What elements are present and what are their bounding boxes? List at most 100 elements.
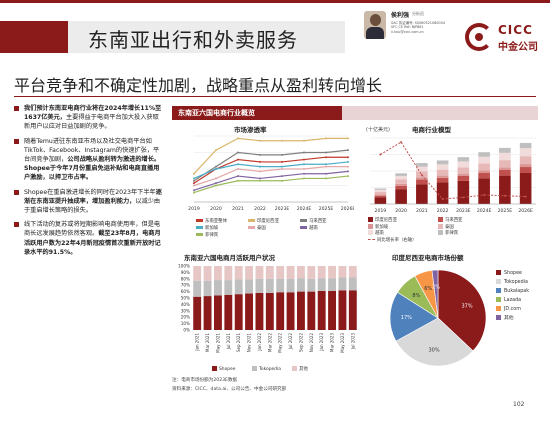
series-line	[193, 166, 348, 187]
data-point	[347, 175, 349, 178]
legend-swatch	[438, 223, 443, 229]
bar-segment	[307, 291, 316, 330]
x-tick-label: 2022	[437, 208, 449, 214]
data-point	[259, 179, 261, 182]
x-tick-label: Mar 2023	[330, 333, 335, 352]
legend-label: 越南	[375, 231, 384, 236]
analyst-card: 侯利强 分析员 SAC 执证编号: S0080521080004 SFC CE …	[364, 9, 445, 57]
analyst-license: SAC 执证编号: S0080521080004	[391, 21, 445, 25]
legend-swatch	[248, 219, 255, 222]
y-tick-label: 30%	[181, 308, 190, 313]
page-number: 102	[513, 401, 525, 408]
bullet-item: Shopee在重启激进增长的同时在2023年下半年逐渐在东南亚提升抽成率，增加盈…	[14, 188, 164, 216]
legend-item: 泰国	[248, 225, 266, 231]
bar-segment	[286, 266, 295, 279]
bar-segment	[436, 182, 449, 204]
data-point	[193, 189, 195, 192]
slice-label: 2%	[432, 284, 440, 290]
bullet-text: 我们预计东南亚电商行业将在2024年增长11%至1637亿美元，	[24, 105, 162, 122]
bar-segment	[245, 293, 254, 330]
bar-segment	[478, 163, 490, 171]
data-point	[303, 168, 305, 170]
slice-label: 30%	[428, 347, 439, 353]
chart3-legend: Shopee Tokopedia 其他	[212, 366, 352, 374]
bar-segment	[374, 195, 387, 198]
data-point	[303, 163, 305, 166]
data-point	[347, 149, 349, 152]
legend-label: 马来西亚	[309, 219, 327, 224]
data-point	[303, 177, 305, 180]
x-tick-label: Jan 2021	[195, 333, 200, 352]
bar-segment	[395, 185, 407, 190]
series-line	[193, 161, 349, 179]
slice-label: 6%	[424, 286, 432, 292]
bullet-item: 我们预计东南亚电商行业将在2024年增长11%至1637亿美元，主要得益于电商平…	[14, 104, 164, 132]
data-point	[259, 139, 261, 142]
bar-segment	[457, 175, 470, 181]
bar-segment	[395, 183, 407, 186]
panel-header: 东南亚六国电商行业概览	[172, 106, 342, 120]
legend-item: 东南亚整体	[196, 218, 227, 224]
bar-segment	[436, 164, 449, 170]
bullet-text: 线下活动的复苏或将短期影响电商使用率，但是电商长远发展趋势依然客观。	[24, 221, 161, 238]
bar-segment	[317, 266, 326, 279]
data-point	[237, 175, 239, 178]
bar-segment	[519, 167, 532, 173]
x-tick-label: May 2021	[215, 333, 220, 353]
x-tick-label: 2020	[395, 208, 407, 214]
legend-swatch	[300, 226, 307, 229]
slice-label: 17%	[401, 315, 412, 321]
legend-label: 东南亚整体	[205, 219, 227, 224]
data-point	[281, 175, 283, 178]
pie-slice	[389, 291, 439, 342]
legend-item: 泰国	[438, 223, 454, 230]
logo-text-cn: 中金公司	[498, 42, 538, 53]
bar-segment	[307, 278, 316, 292]
analyst-sfc: SFC CE Ref: BJP881	[391, 25, 424, 29]
data-point	[325, 163, 327, 166]
growth-point	[379, 153, 382, 156]
x-tick-label: Jan 2022	[257, 333, 262, 352]
legend-item: 同比增长率（右轴）	[368, 237, 417, 243]
bar-segment	[338, 290, 347, 330]
x-tick-label: Nov 2021	[247, 333, 252, 353]
data-point	[325, 177, 327, 180]
y-tick-label: 70%	[181, 283, 190, 288]
analyst-email: li.hou@cicc.com.cn	[391, 30, 424, 34]
legend-swatch	[368, 238, 375, 240]
bar-segment	[265, 292, 274, 330]
growth-point	[483, 193, 486, 196]
legend-item: 马来西亚	[300, 218, 327, 224]
bullet-square-icon	[14, 189, 19, 195]
x-tick-label: 2024E	[297, 206, 312, 212]
legend-swatch	[496, 306, 501, 311]
x-tick-label: 2019	[375, 208, 387, 214]
bar-segment	[416, 177, 428, 180]
page-title: 东南亚出行和外卖服务	[88, 28, 298, 52]
growth-point	[400, 141, 403, 144]
bar-segment	[348, 290, 357, 330]
legend-swatch	[196, 219, 203, 222]
x-tick-label: May 2023	[340, 333, 345, 353]
growth-point	[462, 196, 465, 199]
data-point	[259, 177, 261, 180]
bar-segment	[416, 166, 428, 172]
legend-swatch	[196, 226, 203, 229]
title-accent-block	[0, 21, 68, 53]
bar-segment	[499, 175, 511, 204]
bullet-list: 我们预计东南亚电商行业将在2024年增长11%至1637亿美元，主要得益于电商平…	[14, 104, 164, 262]
data-point	[347, 160, 349, 163]
bar-segment	[416, 163, 428, 167]
bar-segment	[193, 266, 202, 281]
data-point	[237, 168, 239, 170]
data-point	[325, 172, 327, 175]
analyst-name: 侯利强	[391, 12, 410, 19]
data-point	[259, 160, 261, 163]
footnote-source: 资料来源：CICC、data.ai、公司公告、中金公司研究部	[172, 387, 287, 392]
data-point	[281, 160, 283, 163]
data-point	[215, 149, 217, 152]
bar-segment	[234, 294, 243, 330]
legend-label: 菲律宾	[205, 233, 219, 238]
legend-label: Lazada	[504, 297, 521, 303]
bar-segment	[193, 296, 202, 330]
